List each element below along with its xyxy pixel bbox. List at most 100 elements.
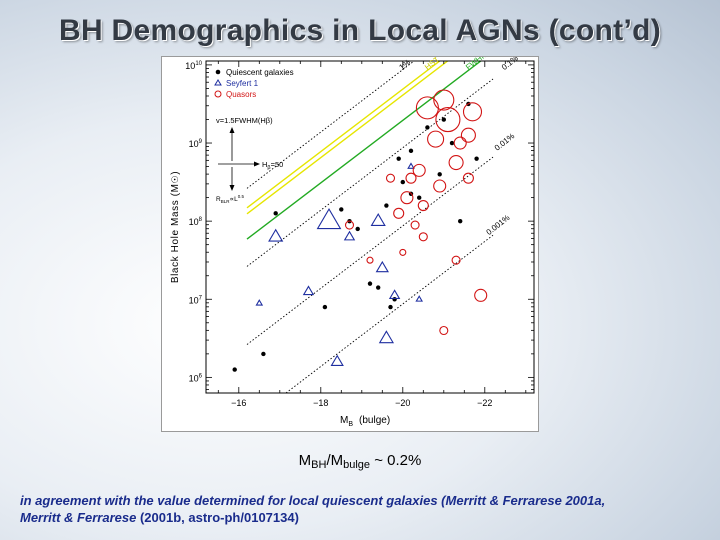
point-circle-4 <box>400 191 414 205</box>
ratio-line-label-0: 1% <box>397 58 412 72</box>
point-circle-23 <box>399 248 407 256</box>
ratio-line-0 <box>246 61 415 189</box>
method-annotations: v=1.5FWHM(Hβ) Hβ=50 RBLR∝L0.5 <box>216 116 283 204</box>
point-circle-19 <box>451 255 461 265</box>
point-circle-13 <box>435 107 461 133</box>
point-triangle-9 <box>388 289 401 300</box>
x-tick-label: −18 <box>313 398 328 408</box>
legend: Quiescent galaxies Seyfert 1 Quasors <box>214 68 294 99</box>
point-triangle-8 <box>378 330 395 344</box>
point-dot-11 <box>396 156 401 161</box>
agreement-note: in agreement with the value determined f… <box>20 493 606 525</box>
y-tick-label: 107 <box>189 295 203 305</box>
point-dot-6 <box>355 226 360 232</box>
point-triangle-6 <box>370 213 386 227</box>
arrow-right-head-icon <box>254 161 260 167</box>
point-triangle-1 <box>268 228 284 242</box>
point-triangle-2 <box>302 285 315 296</box>
point-dot-20 <box>474 156 479 161</box>
point-dot-15 <box>425 125 430 130</box>
point-triangle-10 <box>407 162 415 169</box>
ratio-line-label-2: FWHM <box>464 57 489 72</box>
ratio-line-1-twin <box>246 61 449 215</box>
point-dot-4 <box>339 207 344 212</box>
ratio-line-1 <box>246 61 441 209</box>
point-dot-13 <box>408 148 414 154</box>
point-dot-22 <box>392 297 397 302</box>
legend-label-quiescent: Quiescent galaxies <box>226 68 294 77</box>
point-triangle-4 <box>330 354 344 367</box>
ratio-statement: MBH/Mbulge ~ 0.2% <box>298 452 422 471</box>
legend-label-seyfert: Seyfert 1 <box>226 79 259 88</box>
point-circle-17 <box>462 172 474 184</box>
x-axis-title: MB (bulge) <box>340 415 390 428</box>
ratio-line-label-4: 0.01% <box>493 131 516 152</box>
point-circle-8 <box>417 199 429 212</box>
point-dot-14 <box>417 195 422 200</box>
point-triangle-3 <box>316 208 342 230</box>
point-dot-2 <box>273 211 278 216</box>
rblr-annotation: RBLR∝L0.5 <box>216 194 244 204</box>
point-dot-10 <box>388 304 393 310</box>
legend-triangle-icon <box>214 79 222 86</box>
point-dot-0 <box>232 367 237 372</box>
arrow-down-head-icon <box>229 185 235 191</box>
point-dot-18 <box>449 140 455 146</box>
ratio-line-label-3: 0.1% <box>500 57 520 72</box>
ratio-line-5 <box>285 234 494 393</box>
point-dot-17 <box>441 117 446 122</box>
point-triangle-5 <box>343 230 356 241</box>
slide-title: BH Demographics in Local AGNs (cont’d) <box>58 14 661 47</box>
point-circle-2 <box>385 173 396 183</box>
point-circle-20 <box>474 288 488 302</box>
arrow-up-head-icon <box>229 127 235 133</box>
point-dot-16 <box>437 172 442 177</box>
point-dot-8 <box>376 285 381 290</box>
point-dot-7 <box>367 281 373 286</box>
point-circle-6 <box>410 220 420 230</box>
x-tick-label: −22 <box>477 398 492 408</box>
point-dot-23 <box>458 218 463 224</box>
point-dot-1 <box>261 351 266 357</box>
point-circle-15 <box>453 136 467 150</box>
ratio-line-3 <box>246 78 494 267</box>
hbeta-annotation: Hβ=50 <box>262 160 283 171</box>
point-dot-3 <box>322 304 328 310</box>
ratio-line-label-1: HST <box>423 57 441 72</box>
y-tick-label: 109 <box>189 139 203 149</box>
point-circle-12 <box>433 89 455 111</box>
point-circle-3 <box>393 207 405 219</box>
velocity-annotation: v=1.5FWHM(Hβ) <box>216 116 273 125</box>
point-circle-1 <box>344 220 355 230</box>
y-tick-label: 108 <box>189 217 203 227</box>
point-circle-10 <box>427 130 445 148</box>
legend-dot-icon <box>215 69 221 75</box>
point-triangle-0 <box>255 299 264 306</box>
x-tick-label: −16 <box>231 398 246 408</box>
y-tick-label: 1010 <box>185 61 202 71</box>
y-tick-label: 106 <box>189 373 203 383</box>
x-tick-label: −20 <box>395 398 410 408</box>
point-circle-5 <box>405 172 417 184</box>
legend-circle-icon <box>214 90 222 98</box>
point-circle-22 <box>418 232 428 242</box>
y-axis-title: Black Hole Mass (M☉) <box>170 171 181 283</box>
plot-frame <box>205 60 535 394</box>
point-circle-16 <box>460 127 476 143</box>
point-circle-7 <box>412 163 426 177</box>
ratio-line-4 <box>246 156 494 345</box>
ratio-line-label-5: 0.001% <box>485 213 512 237</box>
sun-icon: ☉ <box>170 175 180 184</box>
point-circle-14 <box>448 155 464 171</box>
legend-label-quasars: Quasors <box>226 90 256 99</box>
point-triangle-11 <box>415 295 424 302</box>
point-circle-0 <box>366 256 374 264</box>
ratio-line-2 <box>246 61 482 240</box>
point-triangle-7 <box>375 260 389 273</box>
point-dot-12 <box>400 179 405 185</box>
point-circle-21 <box>439 325 449 336</box>
point-circle-11 <box>433 179 447 193</box>
point-circle-18 <box>462 102 483 122</box>
point-dot-9 <box>384 203 389 208</box>
bh-mass-scatter-chart: 1% HST FWHM 0.1% 0.01% 0.001% −16 −18 −20 −22 106 1… <box>170 57 535 428</box>
